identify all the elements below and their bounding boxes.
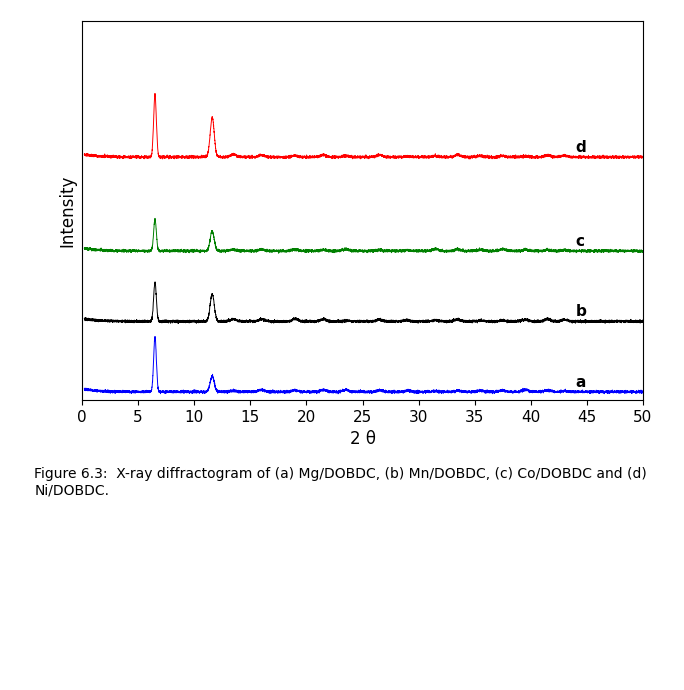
Text: Figure 6.3:  X-ray diffractogram of (a) Mg/DOBDC, (b) Mn/DOBDC, (c) Co/DOBDC and: Figure 6.3: X-ray diffractogram of (a) M… [34,467,647,497]
Y-axis label: Intensity: Intensity [59,175,77,246]
X-axis label: 2 θ: 2 θ [350,431,376,448]
Text: d: d [576,140,586,155]
Text: a: a [576,375,586,390]
Text: b: b [576,304,586,319]
Text: c: c [576,234,585,249]
